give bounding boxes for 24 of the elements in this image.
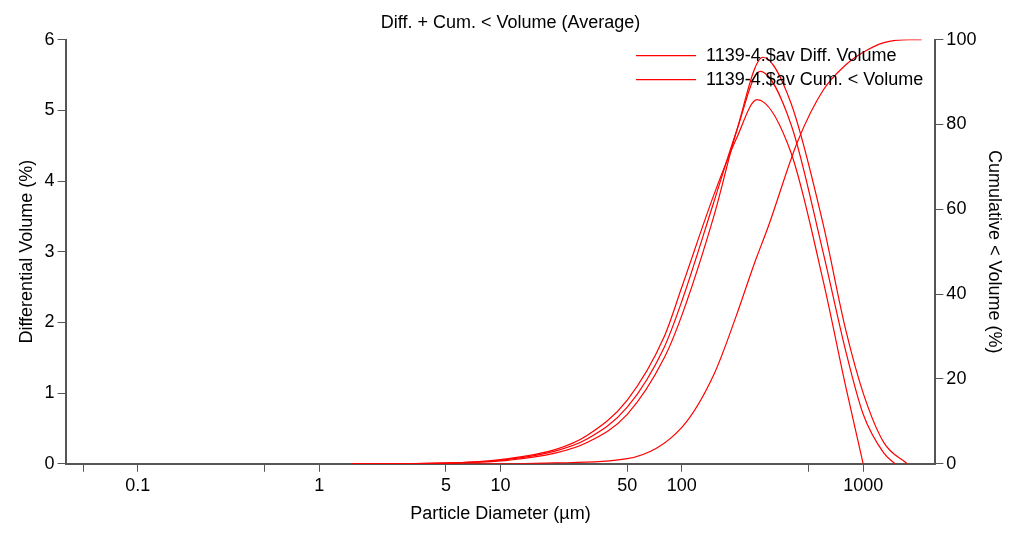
x-tick-label: 100 xyxy=(666,474,697,495)
y-tick-label: 2 xyxy=(44,311,55,332)
y2-axis-title: Cumulative < Volume (%) xyxy=(985,149,1006,354)
y2-tick-label: 100 xyxy=(946,28,977,49)
x-axis-title: Particle Diameter (µm) xyxy=(410,503,591,524)
x-tick-label: 10 xyxy=(490,474,511,495)
y-tick-label: 0 xyxy=(44,452,55,473)
y-axis-title: Differential Volume (%) xyxy=(15,159,36,344)
y-tick-label: 6 xyxy=(44,28,55,49)
y-tick-label: 5 xyxy=(44,99,55,120)
y2-tick-label: 0 xyxy=(946,452,957,473)
y2-tick-label: 60 xyxy=(946,198,967,219)
x-tick-label: 0.1 xyxy=(125,474,151,495)
y2-tick-label: 40 xyxy=(946,283,967,304)
y2-tick-label: 20 xyxy=(946,367,967,388)
y-tick-label: 1 xyxy=(44,382,55,403)
y2-tick-label: 80 xyxy=(946,113,967,134)
y-tick-label: 3 xyxy=(44,240,55,261)
y-tick-label: 4 xyxy=(44,169,55,190)
x-tick-label: 50 xyxy=(617,474,638,495)
chart-title: Diff. + Cum. < Volume (Average) xyxy=(380,11,641,32)
x-tick-label: 1000 xyxy=(843,474,884,495)
x-tick-label: 5 xyxy=(440,474,451,495)
x-tick-label: 1 xyxy=(314,474,325,495)
